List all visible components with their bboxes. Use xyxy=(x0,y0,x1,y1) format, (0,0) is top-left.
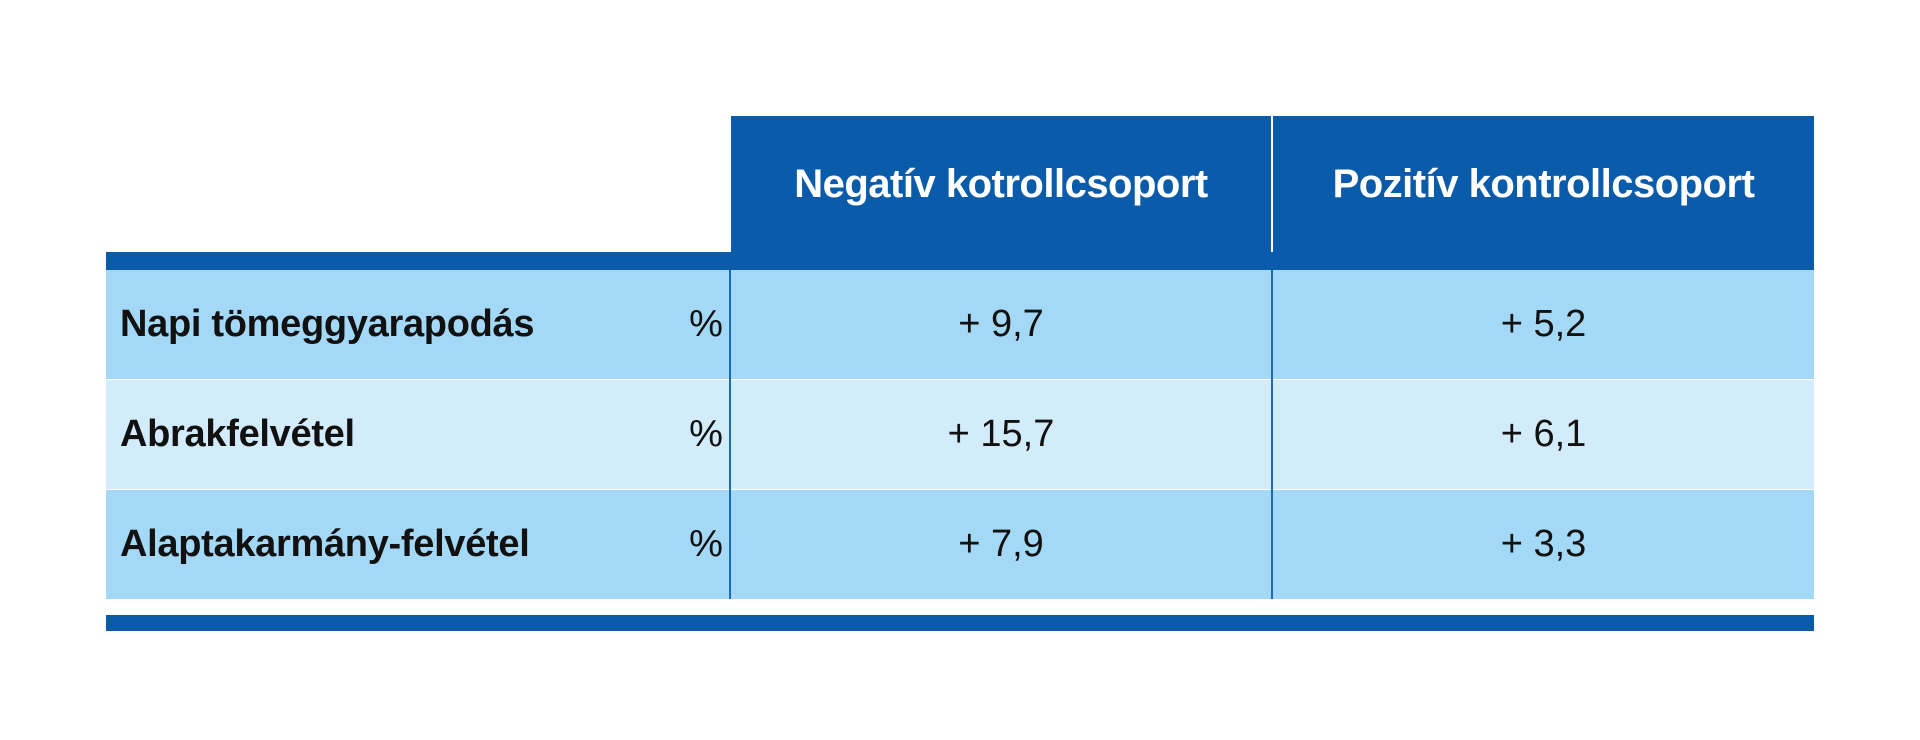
positive-control-value: + 5,2 xyxy=(1500,303,1587,345)
header-divider xyxy=(1271,116,1273,252)
row-label: Napi tömeggyarapodás xyxy=(120,303,535,345)
row-unit: % xyxy=(689,413,723,455)
row-label: Alaptakarmány-felvétel xyxy=(120,523,530,565)
table-row: Napi tömeggyarapodás % + 9,7 + 5,2 xyxy=(106,270,1814,379)
negative-control-value: + 15,7 xyxy=(947,413,1055,455)
negative-control-value: + 9,7 xyxy=(958,303,1044,345)
row-label: Abrakfelvétel xyxy=(120,413,355,455)
column-header-negative-control: Negatív kotrollcsoport xyxy=(731,116,1271,252)
column-divider xyxy=(1271,270,1273,599)
column-header-positive-control: Pozitív kontrollcsoport xyxy=(1273,116,1814,252)
row-unit: % xyxy=(689,523,723,565)
table-row: Abrakfelvétel % + 15,7 + 6,1 xyxy=(106,380,1814,489)
negative-control-value: + 7,9 xyxy=(958,523,1044,565)
row-unit: % xyxy=(689,303,723,345)
column-divider xyxy=(729,270,731,599)
positive-control-value: + 3,3 xyxy=(1500,523,1587,565)
table-top-rule xyxy=(106,252,1814,270)
table-bottom-rule xyxy=(106,615,1814,631)
table-row: Alaptakarmány-felvétel % + 7,9 + 3,3 xyxy=(106,490,1814,599)
positive-control-value: + 6,1 xyxy=(1500,413,1587,455)
